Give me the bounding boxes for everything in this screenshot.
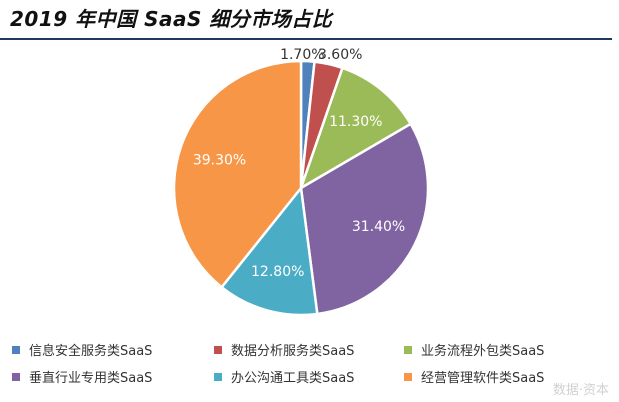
chart-title: 2019 年中国 SaaS 细分市场占比 bbox=[10, 7, 333, 31]
pie-slice-4 bbox=[219, 184, 319, 317]
title-underline bbox=[0, 38, 612, 40]
legend-item-2: 业务流程外包类SaaS bbox=[404, 340, 604, 359]
legend-item-5: 经营管理软件类SaaS bbox=[404, 367, 604, 386]
legend-swatch bbox=[12, 372, 20, 381]
legend-label: 业务流程外包类SaaS bbox=[421, 344, 545, 359]
slice-label-3: 31.40% bbox=[352, 219, 405, 235]
slice-label-0: 1.70% bbox=[280, 47, 324, 63]
legend-label: 数据分析服务类SaaS bbox=[231, 344, 355, 359]
legend-item-3: 垂直行业专用类SaaS bbox=[12, 367, 214, 386]
pie-chart: 1.70%3.60% 11.30% 31.40% 12.80% 39.30% bbox=[172, 47, 430, 317]
chart-legend: 信息安全服务类SaaS 数据分析服务类SaaS 业务流程外包类SaaS 垂直行业专用类… bbox=[12, 340, 612, 386]
pie-slice-3 bbox=[299, 122, 430, 316]
legend-label: 经营管理软件类SaaS bbox=[421, 371, 545, 386]
legend-item-4: 办公沟通工具类SaaS bbox=[214, 367, 404, 386]
legend-swatch bbox=[404, 372, 412, 381]
pie-slice-2 bbox=[298, 66, 413, 191]
slice-label-5: 39.30% bbox=[193, 152, 246, 168]
watermark: 数据·资本 bbox=[552, 383, 609, 398]
legend-swatch bbox=[214, 345, 222, 354]
legend-swatch bbox=[404, 345, 412, 354]
slice-label-4: 12.80% bbox=[251, 264, 304, 280]
slice-label-2: 11.30% bbox=[329, 114, 382, 130]
legend-label: 办公沟通工具类SaaS bbox=[231, 371, 355, 386]
legend-item-0: 信息安全服务类SaaS bbox=[12, 340, 214, 359]
legend-label: 垂直行业专用类SaaS bbox=[29, 371, 153, 386]
pie-slice-5 bbox=[172, 59, 303, 289]
legend-label: 信息安全服务类SaaS bbox=[29, 344, 153, 359]
legend-item-1: 数据分析服务类SaaS bbox=[214, 340, 404, 359]
legend-swatch bbox=[12, 345, 20, 354]
legend-swatch bbox=[214, 372, 222, 381]
slice-label-1: 3.60% bbox=[318, 47, 362, 63]
